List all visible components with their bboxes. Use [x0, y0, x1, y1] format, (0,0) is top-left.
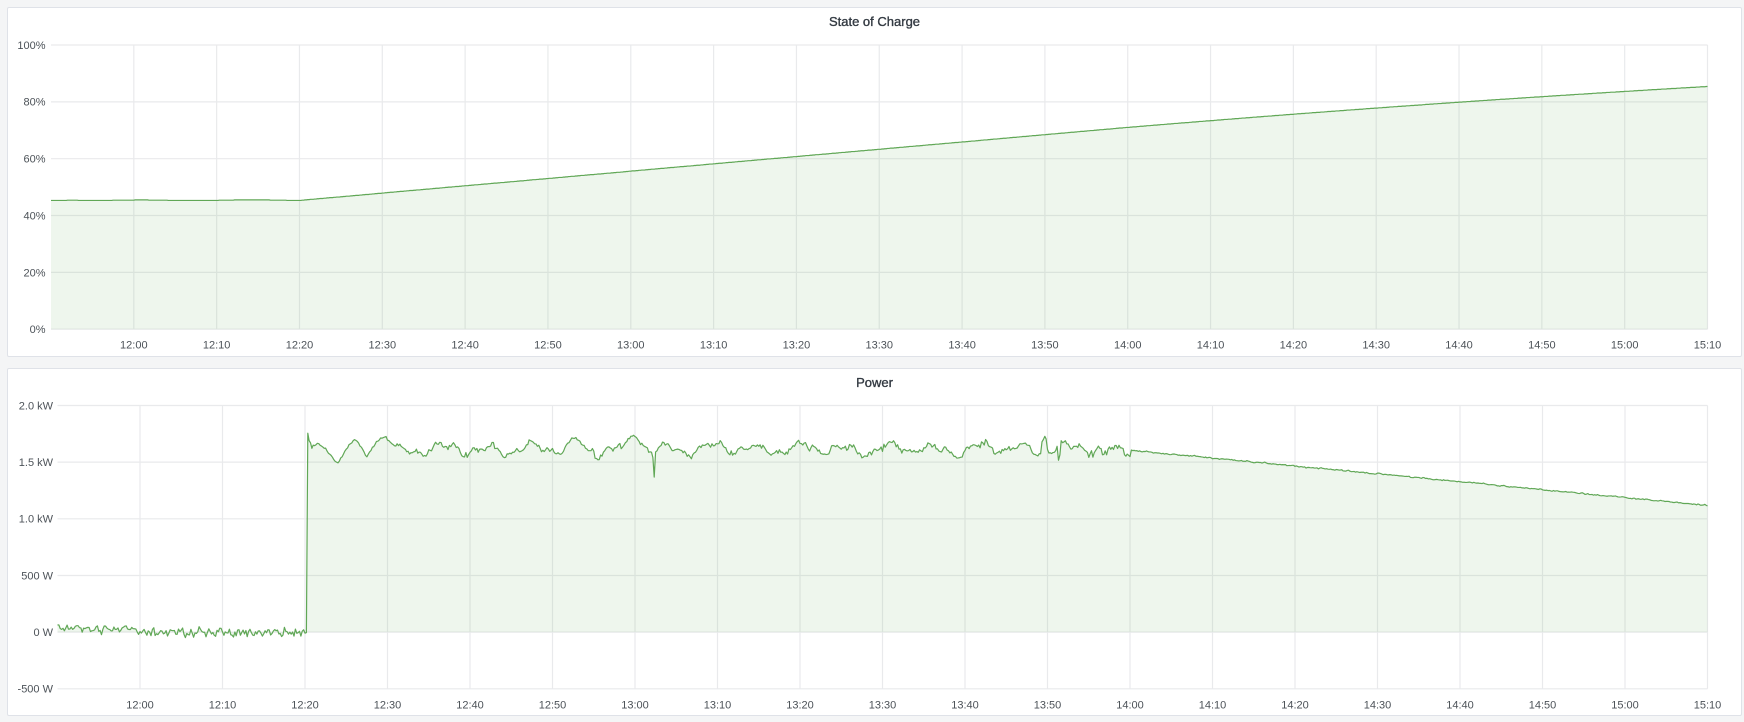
svg-text:15:00: 15:00 [1611, 699, 1639, 711]
svg-text:12:10: 12:10 [209, 699, 237, 711]
svg-text:12:10: 12:10 [203, 339, 231, 351]
svg-text:0 W: 0 W [33, 627, 53, 639]
svg-text:500 W: 500 W [21, 570, 53, 582]
svg-text:1.0 kW: 1.0 kW [19, 514, 54, 526]
svg-text:13:20: 13:20 [786, 699, 814, 711]
svg-text:13:50: 13:50 [1031, 339, 1059, 351]
svg-text:14:40: 14:40 [1445, 339, 1473, 351]
svg-text:12:40: 12:40 [451, 339, 479, 351]
svg-text:14:20: 14:20 [1281, 699, 1309, 711]
svg-text:15:00: 15:00 [1611, 339, 1639, 351]
svg-text:2.0 kW: 2.0 kW [19, 400, 54, 412]
svg-text:12:30: 12:30 [369, 339, 397, 351]
svg-text:14:00: 14:00 [1114, 339, 1142, 351]
svg-text:1.5 kW: 1.5 kW [19, 457, 54, 469]
svg-text:13:20: 13:20 [783, 339, 811, 351]
svg-text:14:30: 14:30 [1364, 699, 1392, 711]
svg-text:14:20: 14:20 [1280, 339, 1308, 351]
svg-text:40%: 40% [23, 210, 45, 222]
svg-text:13:00: 13:00 [621, 699, 649, 711]
svg-text:14:30: 14:30 [1362, 339, 1390, 351]
svg-text:14:10: 14:10 [1199, 699, 1227, 711]
svg-text:-500 W: -500 W [18, 684, 54, 696]
svg-text:13:10: 13:10 [700, 339, 728, 351]
svg-text:13:30: 13:30 [869, 699, 897, 711]
svg-text:13:10: 13:10 [704, 699, 732, 711]
svg-text:13:50: 13:50 [1034, 699, 1062, 711]
svg-text:12:50: 12:50 [539, 699, 567, 711]
svg-text:60%: 60% [23, 154, 45, 166]
svg-text:12:20: 12:20 [291, 699, 319, 711]
svg-text:14:10: 14:10 [1197, 339, 1225, 351]
svg-text:15:10: 15:10 [1694, 339, 1722, 351]
svg-text:0%: 0% [30, 324, 46, 336]
svg-text:14:40: 14:40 [1446, 699, 1474, 711]
svg-text:14:50: 14:50 [1529, 699, 1557, 711]
svg-text:12:00: 12:00 [120, 339, 148, 351]
svg-text:15:10: 15:10 [1694, 699, 1722, 711]
svg-text:100%: 100% [17, 40, 45, 52]
svg-text:12:50: 12:50 [534, 339, 562, 351]
svg-text:14:50: 14:50 [1528, 339, 1556, 351]
svg-text:13:40: 13:40 [948, 339, 976, 351]
svg-text:20%: 20% [23, 267, 45, 279]
svg-text:12:40: 12:40 [456, 699, 484, 711]
svg-text:13:00: 13:00 [617, 339, 645, 351]
svg-text:80%: 80% [23, 97, 45, 109]
svg-text:12:20: 12:20 [286, 339, 314, 351]
svg-text:14:00: 14:00 [1116, 699, 1144, 711]
svg-text:12:30: 12:30 [374, 699, 402, 711]
svg-text:12:00: 12:00 [126, 699, 154, 711]
svg-text:13:30: 13:30 [865, 339, 893, 351]
svg-text:13:40: 13:40 [951, 699, 979, 711]
